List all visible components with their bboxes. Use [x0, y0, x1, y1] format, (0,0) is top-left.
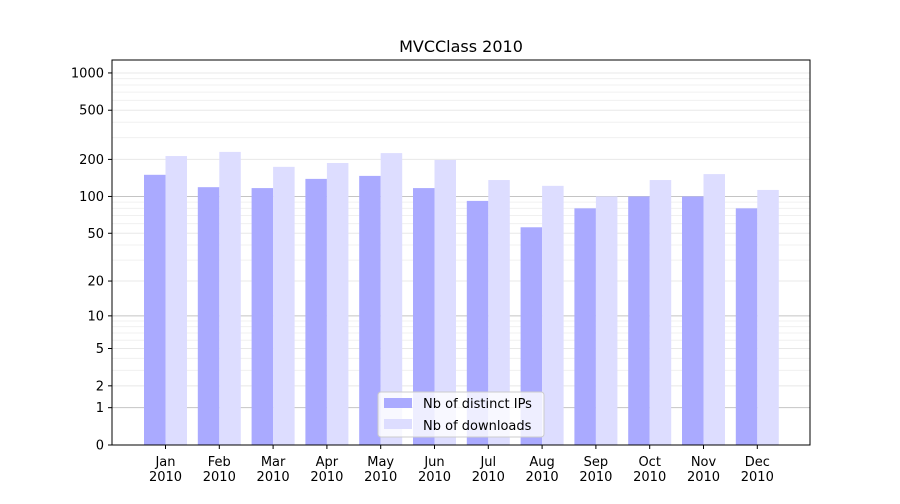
- x-tick-label: 2010: [257, 470, 290, 485]
- x-tick-label: Sep: [584, 455, 609, 470]
- x-tick-label: 2010: [741, 470, 774, 485]
- y-tick-label: 1: [96, 401, 104, 416]
- x-tick-label: Mar: [261, 455, 286, 470]
- y-tick-label: 100: [79, 190, 104, 205]
- bar-downloads: [165, 156, 187, 445]
- legend-swatch-ips: [384, 398, 412, 408]
- x-tick-label: Oct: [638, 455, 660, 470]
- x-tick-label: Dec: [745, 455, 770, 470]
- y-tick-label: 2: [96, 379, 104, 394]
- y-tick-label: 0: [96, 439, 104, 454]
- legend-swatch-downloads: [384, 419, 412, 429]
- x-tick-label: 2010: [418, 470, 451, 485]
- x-tick-label: Jan: [154, 455, 175, 470]
- y-tick-label: 500: [79, 104, 104, 119]
- x-tick-label: 2010: [579, 470, 612, 485]
- x-tick-label: 2010: [203, 470, 236, 485]
- x-tick-label: 2010: [472, 470, 505, 485]
- chart-title: MVCClass 2010: [399, 37, 523, 56]
- x-tick-label: Jun: [423, 455, 444, 470]
- bar-downloads: [219, 151, 241, 445]
- y-tick-label: 1000: [71, 66, 104, 81]
- legend: Nb of distinct IPs Nb of downloads: [377, 391, 545, 438]
- bar-ips: [735, 208, 758, 445]
- legend-label-ips: Nb of distinct IPs: [423, 397, 532, 412]
- bar-ips: [305, 178, 327, 445]
- x-tick-label: May: [367, 455, 394, 470]
- legend-label-downloads: Nb of downloads: [423, 419, 532, 434]
- x-tick-label: 2010: [633, 470, 666, 485]
- bar-ips: [682, 196, 704, 445]
- x-tick-label: Apr: [316, 455, 339, 470]
- x-tick-label: 2010: [364, 470, 397, 485]
- x-tick-label: Jul: [479, 455, 496, 470]
- x-tick-label: 2010: [149, 470, 182, 485]
- bar-ips: [466, 200, 489, 445]
- bar-ips: [413, 188, 435, 446]
- x-tick-label: Aug: [529, 455, 554, 470]
- bar-downloads: [326, 163, 349, 445]
- bar-downloads: [649, 180, 672, 446]
- plot-frame: [111, 59, 811, 446]
- bar-ips: [197, 187, 220, 445]
- y-tick-label: 200: [79, 153, 104, 168]
- bar-ips: [520, 227, 543, 445]
- bar-ips: [359, 175, 381, 445]
- bar-downloads: [273, 166, 295, 445]
- bar-downloads: [434, 159, 456, 446]
- bar-downloads: [757, 189, 779, 445]
- x-tick-label: 2010: [526, 470, 559, 485]
- bar-downloads: [703, 174, 725, 445]
- x-tick-label: Feb: [208, 455, 231, 470]
- bar-ips: [251, 188, 274, 446]
- y-tick-label: 10: [87, 309, 104, 324]
- x-tick-label: 2010: [687, 470, 720, 485]
- x-tick-label: 2010: [310, 470, 343, 485]
- y-tick-label: 5: [96, 342, 104, 357]
- bar-downloads: [488, 180, 510, 446]
- y-tick-label: 20: [87, 275, 104, 290]
- bar-ips: [628, 196, 650, 445]
- bar-downloads: [542, 185, 564, 446]
- y-tick-label: 50: [87, 227, 104, 242]
- bar-ips: [574, 208, 596, 445]
- x-tick-label: Nov: [691, 455, 717, 470]
- bar-downloads: [380, 153, 403, 445]
- bar-downloads: [595, 196, 618, 445]
- bar-ips: [144, 174, 166, 445]
- legend-box: [377, 391, 545, 438]
